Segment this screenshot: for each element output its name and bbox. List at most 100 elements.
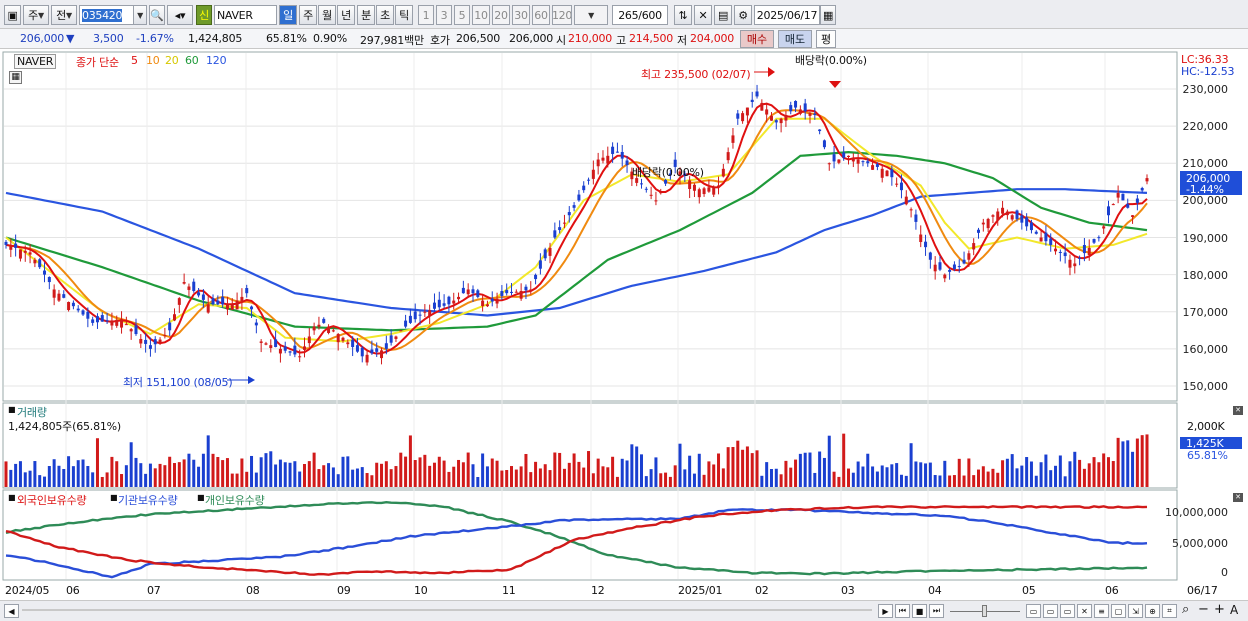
stop-icon[interactable]: ■ [912,604,927,618]
search-icon[interactable]: 🔍 [149,5,165,25]
chevron-down-icon: ▼ [65,10,72,20]
panel-close-icon[interactable]: ✕ [1233,406,1243,415]
volume-bar [702,474,706,487]
speaker-icon[interactable]: ◂▾ [167,5,193,25]
tool-icon[interactable]: ▭ [1043,604,1058,618]
volume-bar [336,474,340,487]
tool-icon[interactable]: ⊕ [1145,604,1160,618]
period-second-button[interactable]: 초 [376,5,394,25]
interval-3-button[interactable]: 3 [436,5,452,25]
code-dropdown-icon[interactable]: ▼ [133,5,147,25]
candle-body [510,291,514,293]
volume-bar [404,456,408,487]
period-minute-button[interactable]: 분 [357,5,375,25]
new-badge[interactable]: 신 [196,5,212,25]
candle-body [317,324,321,327]
toolbar: ▣ 주 ▼ 전 ▼ 035420 ▼ 🔍 ◂▾ 신 NAVER 일 주 월 년 분 … [0,0,1248,29]
tool-icon[interactable]: ≡ [1094,604,1109,618]
candle-body [380,350,384,359]
candle-body [307,336,311,344]
font-size-icon[interactable]: A [1230,603,1239,617]
volume-bar [168,456,172,487]
stock-name-tag[interactable]: NAVER [14,54,57,69]
interval-120-button[interactable]: 120 [552,5,572,25]
interval-60-button[interactable]: 60 [532,5,550,25]
compare-icon[interactable]: ⇅ [674,5,692,25]
period-tick-label: 틱 [399,9,409,22]
tool-icon[interactable]: ▭ [1026,604,1041,618]
save-icon[interactable]: ▤ [714,5,732,25]
candle-body [707,187,711,192]
volume-bar [794,459,798,487]
sell-button[interactable]: 매도 [778,30,812,48]
period-day-button[interactable]: 일 [279,5,297,25]
volume-bar [173,463,177,487]
volume-bar [567,462,571,487]
panel-close-icon[interactable]: ✕ [1233,493,1243,502]
scroll-left-icon[interactable]: ◀ [4,604,19,618]
volume-bar [245,471,249,487]
tool-icon[interactable]: ⇲ [1128,604,1143,618]
candle-body [457,296,461,300]
candle-body [688,180,692,189]
tool-icon[interactable]: ▢ [1111,604,1126,618]
period-week-button[interactable]: 주 [299,5,317,25]
mode-prev-select[interactable]: 전 ▼ [51,5,77,25]
ma20-line [5,117,1148,343]
interval-30-button[interactable]: 30 [512,5,530,25]
mode-week-select[interactable]: 주 ▼ [23,5,49,25]
volume-bar [972,475,976,487]
interval-dropdown[interactable]: ▼ [574,5,608,25]
interval-10-button[interactable]: 10 [472,5,490,25]
volume-bar [654,457,658,487]
candle-body [702,188,706,195]
candle-body [1092,239,1096,243]
volume-tag-box [1180,437,1242,449]
interval-20-button[interactable]: 20 [492,5,510,25]
volume-bar [62,468,66,487]
candle-body [871,165,875,170]
calendar-icon[interactable]: ▦ [820,5,836,25]
volume-bar [485,466,489,487]
volume-bar [928,462,932,487]
period-year-button[interactable]: 년 [337,5,355,25]
volume-bar [47,466,51,487]
tool-icon[interactable]: ✕ [1077,604,1092,618]
volume-bar [384,461,388,487]
candle-body [327,326,331,333]
eval-button[interactable]: 평 [816,30,836,48]
volume-bar [924,463,928,487]
candle-body [774,120,778,123]
settings-icon[interactable]: ⚙ [734,5,752,25]
search-icon[interactable]: ⌕ [1182,602,1190,617]
period-month-button[interactable]: 월 [318,5,336,25]
volume-bar [307,461,311,487]
zoom-out-icon[interactable]: − [1198,602,1209,617]
open-price: 210,000 [568,32,613,45]
tool-icon[interactable]: ▭ [1060,604,1075,618]
zoom-in-icon[interactable]: + [1214,602,1225,617]
cross-icon[interactable]: ✕ [694,5,712,25]
scroll-right-icon[interactable]: ▶ [878,604,893,618]
interval-5-button[interactable]: 5 [454,5,470,25]
scroll-track[interactable] [22,609,872,611]
last-page-icon[interactable]: ⏭ [929,604,944,618]
period-tick-button[interactable]: 틱 [395,5,413,25]
volume-bar [1131,451,1135,487]
window-icon[interactable]: ▣ [4,5,21,25]
stock-name-field[interactable]: NAVER [214,5,277,25]
buy-button[interactable]: 매수 [740,30,774,48]
grid-table-icon[interactable]: ▦ [9,71,22,84]
stock-code-input[interactable]: 035420 [79,5,147,25]
date-input[interactable]: 2025/06/17 [754,5,820,25]
candle-body [283,346,287,351]
volume-bar [750,453,754,487]
bar-count-field[interactable]: 265/600 [612,5,668,25]
zoom-slider-thumb[interactable] [982,605,987,617]
candle-body [100,315,104,322]
candle-body [1020,215,1024,223]
tool-icon[interactable]: ⌗ [1162,604,1177,618]
first-page-icon[interactable]: ⏮ [895,604,910,618]
interval-1-button[interactable]: 1 [418,5,434,25]
